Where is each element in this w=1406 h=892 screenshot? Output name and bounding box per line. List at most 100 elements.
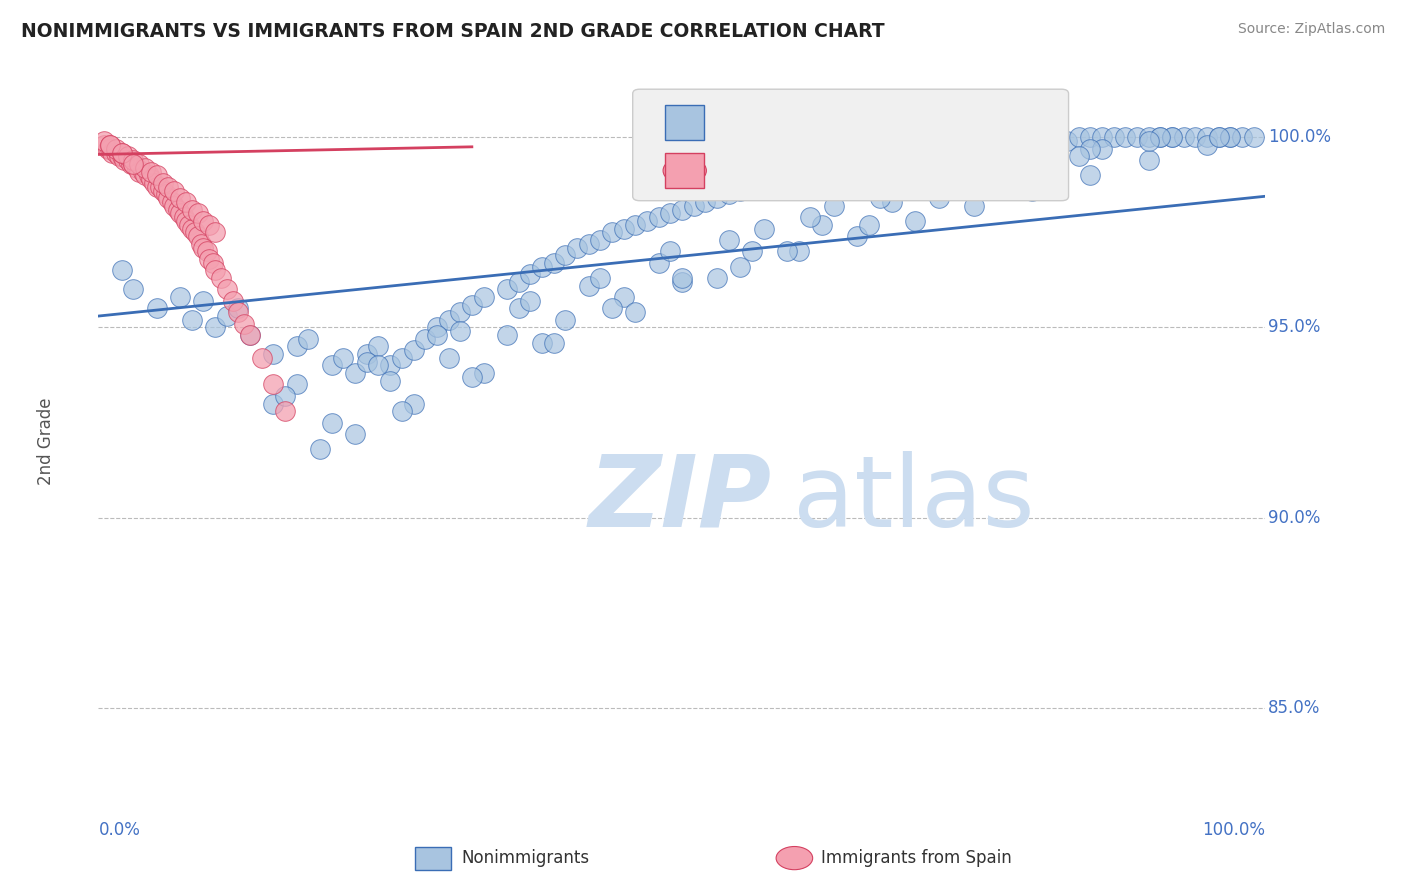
Point <box>508 275 530 289</box>
Point <box>332 351 354 365</box>
Point <box>134 161 156 175</box>
Point <box>239 328 262 343</box>
Point <box>1161 130 1184 145</box>
Point <box>146 301 169 316</box>
Point <box>846 229 869 244</box>
Point <box>139 172 162 186</box>
Point <box>449 324 471 338</box>
Point <box>613 221 636 235</box>
Point <box>624 305 647 319</box>
Point <box>198 218 221 232</box>
Point <box>589 271 612 285</box>
Point <box>974 157 997 171</box>
Point <box>117 149 139 163</box>
Point <box>101 145 124 160</box>
Point <box>146 179 169 194</box>
Point <box>752 221 775 235</box>
Point <box>741 244 763 259</box>
Point <box>297 332 319 346</box>
Point <box>1045 134 1067 148</box>
Point <box>201 256 224 270</box>
Point <box>893 176 915 190</box>
Point <box>122 157 145 171</box>
Text: 100.0%: 100.0% <box>1202 821 1265 838</box>
Point <box>776 244 799 259</box>
Point <box>543 335 565 350</box>
Point <box>1067 130 1090 145</box>
Point <box>1114 130 1136 145</box>
Point <box>111 145 134 160</box>
Point <box>834 161 856 175</box>
Point <box>239 328 262 343</box>
Point <box>132 164 155 178</box>
Text: 0.414: 0.414 <box>790 113 846 131</box>
Point <box>1230 130 1253 145</box>
Point <box>180 221 202 235</box>
Point <box>974 142 997 156</box>
Point <box>1045 142 1067 156</box>
Point <box>187 229 209 244</box>
Point <box>706 271 728 285</box>
Point <box>717 187 740 202</box>
Point <box>437 351 460 365</box>
Point <box>799 169 821 183</box>
Point <box>187 206 209 220</box>
Point <box>763 176 786 190</box>
Point <box>1195 137 1218 152</box>
Text: R =: R = <box>724 113 758 131</box>
Point <box>193 214 215 228</box>
Text: N =: N = <box>886 113 920 131</box>
Point <box>1080 169 1102 183</box>
Point <box>1137 134 1160 148</box>
Point <box>600 301 623 316</box>
Point <box>104 145 127 160</box>
Point <box>285 377 308 392</box>
Point <box>98 137 121 152</box>
Point <box>1184 130 1206 145</box>
Point <box>152 176 174 190</box>
Text: Nonimmigrants: Nonimmigrants <box>461 849 589 867</box>
Point <box>104 142 127 156</box>
Text: 159: 159 <box>953 113 991 131</box>
Point <box>915 149 938 163</box>
Point <box>1137 153 1160 168</box>
Point <box>195 244 218 259</box>
Point <box>180 202 202 217</box>
Point <box>134 169 156 183</box>
Point <box>659 206 682 220</box>
Point <box>1137 130 1160 145</box>
Point <box>1208 130 1230 145</box>
Text: Source: ZipAtlas.com: Source: ZipAtlas.com <box>1237 22 1385 37</box>
Point <box>250 351 273 365</box>
Point <box>811 218 834 232</box>
Point <box>1021 134 1043 148</box>
Point <box>262 347 284 361</box>
Point <box>1080 142 1102 156</box>
Point <box>262 396 284 410</box>
Point <box>157 191 180 205</box>
Point <box>117 153 139 168</box>
Point <box>519 267 541 281</box>
Point <box>169 206 191 220</box>
Point <box>179 218 201 232</box>
Point <box>671 202 693 217</box>
Point <box>706 191 728 205</box>
Point <box>1219 130 1241 145</box>
Point <box>367 339 389 353</box>
Point <box>624 218 647 232</box>
Point <box>193 293 215 308</box>
Point <box>215 309 238 323</box>
Point <box>112 153 135 168</box>
Point <box>823 164 845 178</box>
Point <box>449 305 471 319</box>
Point <box>198 252 221 266</box>
Point <box>204 226 226 240</box>
Point <box>174 214 197 228</box>
Point <box>402 343 425 358</box>
Point <box>228 301 250 316</box>
Point <box>204 320 226 334</box>
Point <box>262 377 284 392</box>
Point <box>1010 137 1032 152</box>
Point <box>138 169 160 183</box>
Point <box>402 396 425 410</box>
